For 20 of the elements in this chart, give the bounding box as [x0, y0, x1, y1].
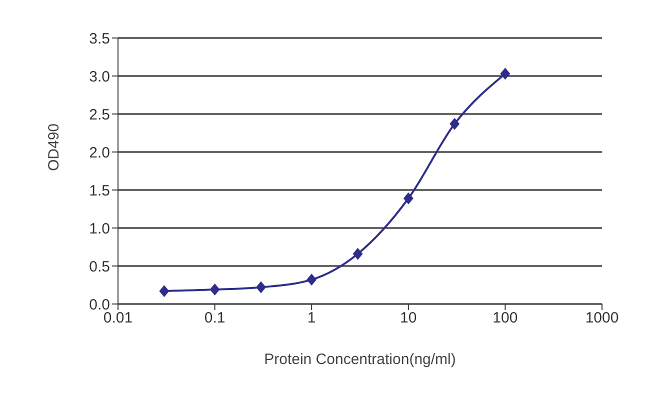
y-tick-label: 1.0	[89, 220, 110, 238]
point	[159, 285, 170, 298]
x-tick-label: 100	[492, 310, 518, 327]
y-tick-label: 3.5	[89, 30, 110, 48]
x-tick-label: 1000	[585, 310, 619, 327]
y-tick-label: 0.5	[89, 258, 110, 276]
point	[306, 274, 317, 286]
point	[256, 281, 266, 294]
point	[352, 248, 363, 260]
y-tick-label: 2.5	[89, 106, 110, 124]
x-tick-label: 10	[400, 310, 417, 327]
y-tick-label: 2.0	[89, 144, 110, 162]
point	[403, 192, 414, 204]
y-axis-title: OD490	[45, 123, 62, 171]
y-tick-label: 3.0	[89, 68, 110, 86]
x-axis-title: Protein Concentration(ng/ml)	[264, 351, 456, 368]
point	[500, 68, 510, 80]
y-tick-label: 1.5	[89, 182, 110, 200]
x-tick-label: 0.1	[204, 310, 226, 327]
x-tick-label: 1	[307, 310, 316, 327]
